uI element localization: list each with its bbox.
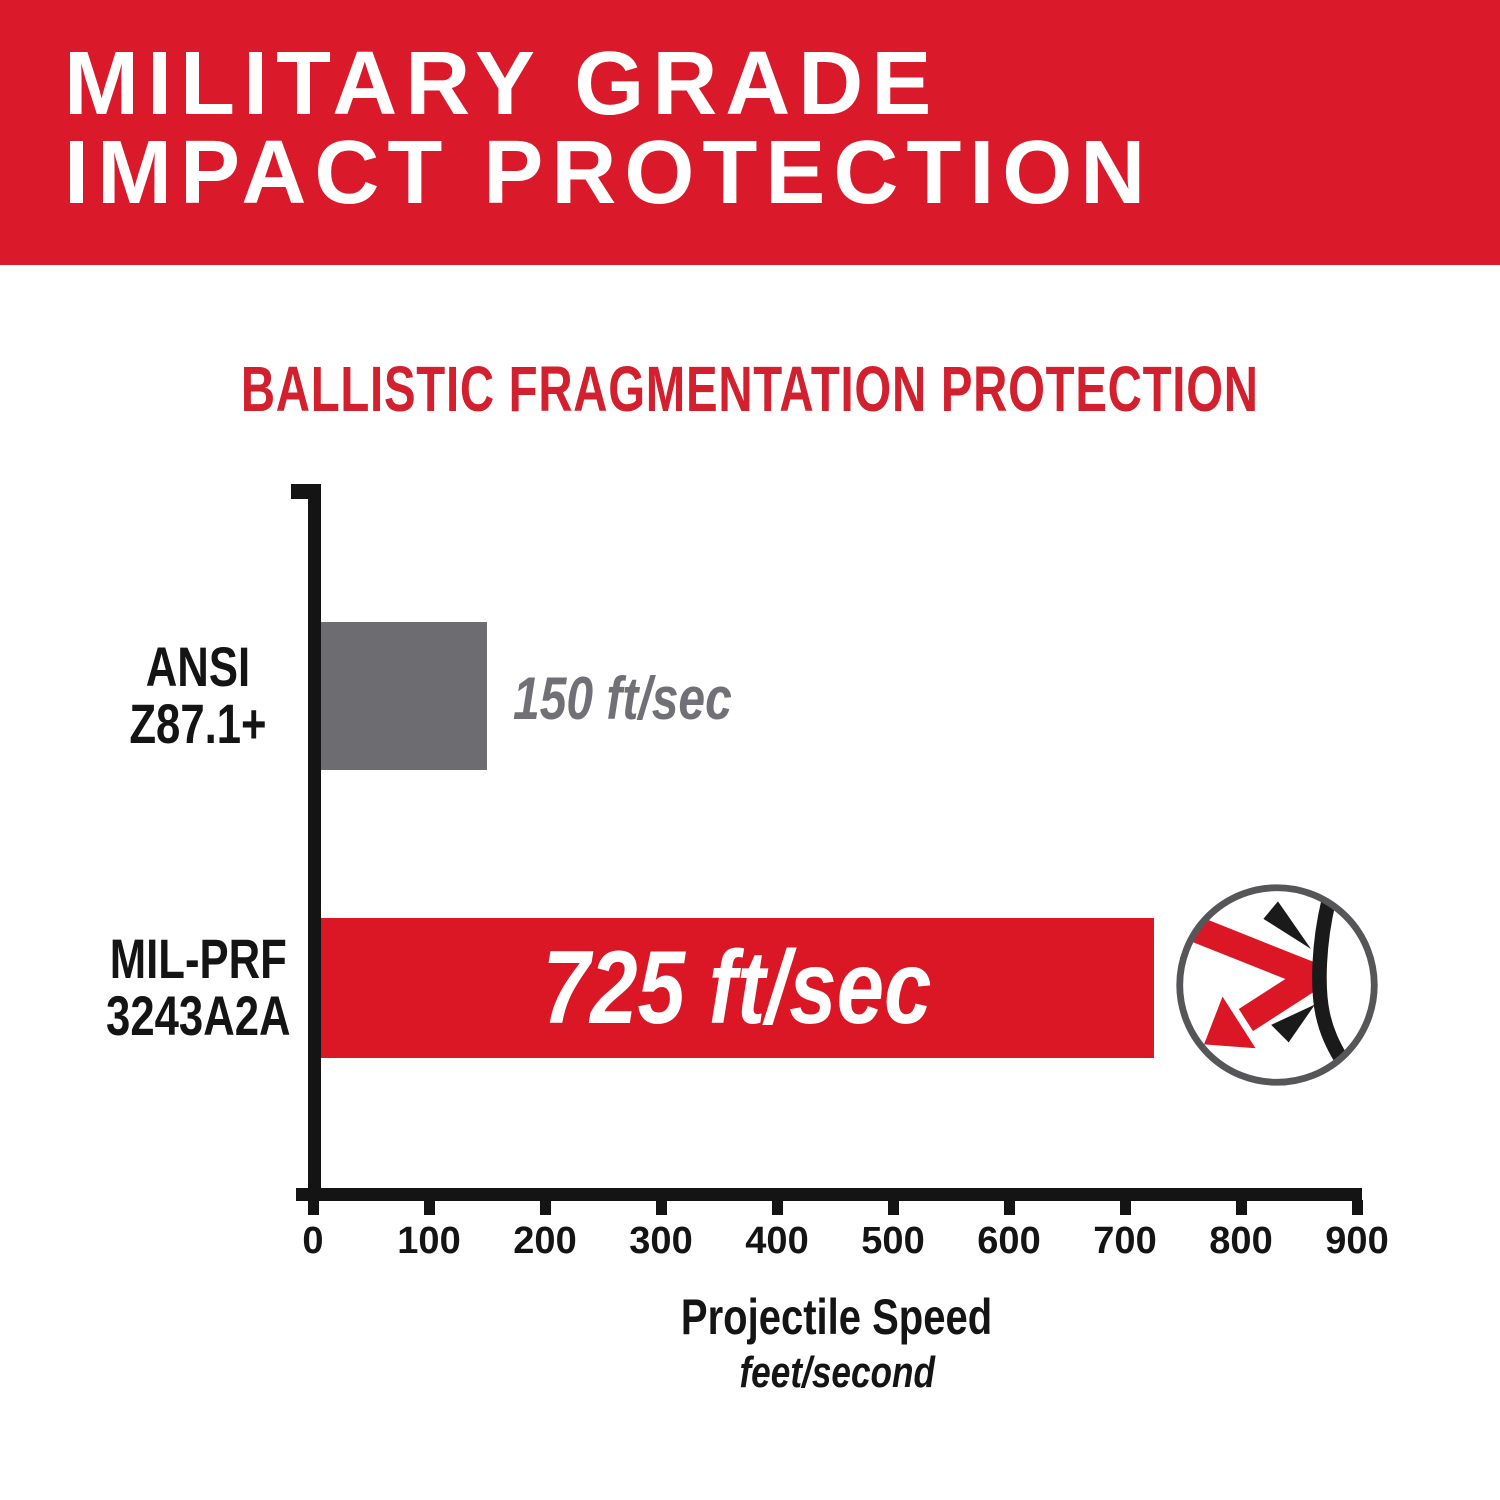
x-axis-tick — [1235, 1200, 1247, 1215]
category-label-ansi-line2: Z87.1+ — [129, 692, 267, 755]
x-axis-tick-label: 200 — [513, 1220, 577, 1262]
x-axis-tick-label: 400 — [745, 1220, 809, 1262]
x-axis-tick — [307, 1200, 319, 1215]
x-axis-tick-label: 100 — [397, 1220, 461, 1262]
bar-milprf: 725 ft/sec — [321, 918, 1154, 1058]
x-axis-tick — [1119, 1200, 1131, 1215]
x-axis-tick-label: 0 — [302, 1220, 324, 1262]
x-axis-tick — [539, 1200, 551, 1215]
projectile-deflection-icon — [1176, 884, 1378, 1086]
header-title-line1: MILITARY GRADE — [64, 34, 940, 134]
category-label-milprf-line1: MIL-PRF — [109, 927, 287, 990]
x-axis-subtitle: feet/second — [739, 1348, 935, 1397]
icon-incoming-arrow-shaft — [1184, 914, 1319, 989]
icon-spark-lower — [1271, 1004, 1315, 1043]
x-axis-tick — [655, 1200, 667, 1215]
bar-ansi — [321, 622, 487, 770]
icon-spark-upper — [1263, 901, 1312, 950]
chart-title: BALLISTIC FRAGMENTATION PROTECTION — [241, 353, 1259, 425]
x-axis-tick-label: 800 — [1209, 1220, 1273, 1262]
x-axis-tick — [1003, 1200, 1015, 1215]
x-axis-tick — [887, 1200, 899, 1215]
bar-value-label-ansi: 150 ft/sec — [513, 665, 732, 732]
bar-value-label-milprf: 725 ft/sec — [543, 929, 932, 1046]
x-axis-tick — [771, 1200, 783, 1215]
icon-deflected-arrow-shaft — [1238, 965, 1322, 1032]
x-axis-tick-label: 700 — [1093, 1220, 1157, 1262]
category-label-ansi-line1: ANSI — [145, 635, 251, 698]
icon-lens-curve — [1312, 894, 1349, 1067]
category-label-milprf-line2: 3243A2A — [106, 984, 291, 1047]
y-axis-line — [308, 484, 321, 1201]
x-axis-tick-label: 300 — [629, 1220, 693, 1262]
category-label-ansi: ANSI Z87.1+ — [88, 638, 308, 752]
icon-deflected-arrow-head — [1204, 996, 1256, 1049]
x-axis-tick — [423, 1200, 435, 1215]
header-title: MILITARY GRADE IMPACT PROTECTION — [64, 34, 1154, 223]
x-axis-tick-label: 600 — [977, 1220, 1041, 1262]
header-title-line2: IMPACT PROTECTION — [64, 123, 1154, 223]
icon-ring — [1176, 884, 1378, 1086]
x-axis-line — [296, 1188, 1362, 1201]
category-label-milprf: MIL-PRF 3243A2A — [80, 930, 316, 1044]
header-banner: MILITARY GRADE IMPACT PROTECTION — [0, 0, 1500, 265]
y-axis-top-cap — [291, 484, 321, 499]
x-axis-title: Projectile Speed — [681, 1289, 993, 1345]
x-axis-tick-label: 500 — [861, 1220, 925, 1262]
x-axis-tick — [1351, 1200, 1363, 1215]
x-axis-tick-label: 900 — [1325, 1220, 1389, 1262]
